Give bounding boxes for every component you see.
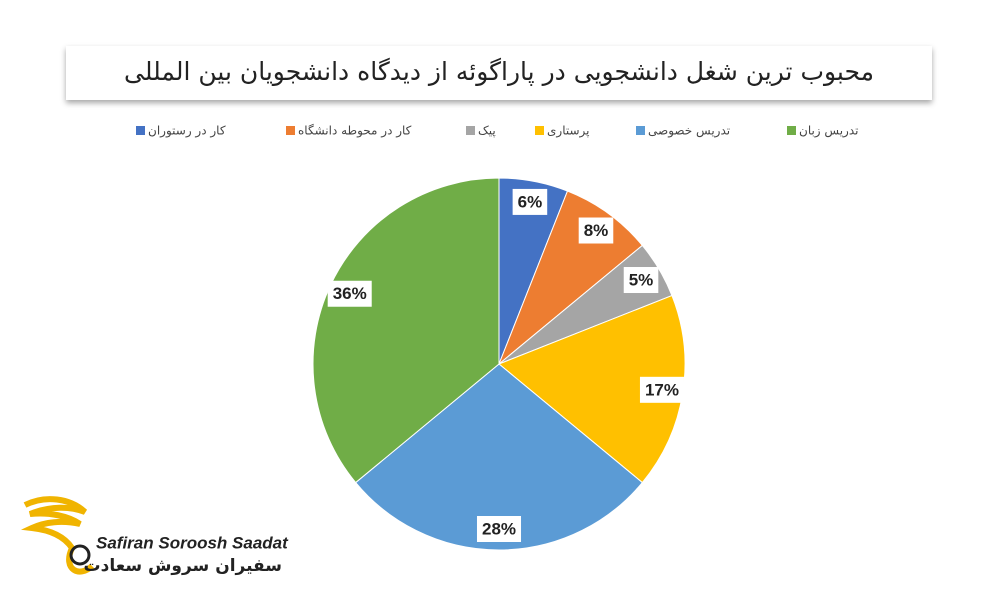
logo-persian: سفیران سروش سعادت (84, 556, 282, 576)
logo-wing (20, 496, 95, 575)
data-label: 8% (584, 221, 609, 240)
legend-label: کار در محوطه دانشگاه (298, 124, 412, 139)
logo-latin: Safiran Soroosh Saadat (96, 533, 289, 552)
data-label-box (623, 267, 659, 294)
pie-slice (354, 363, 644, 551)
title-box (66, 46, 932, 100)
logo-mark (69, 544, 91, 566)
legend-swatch (466, 126, 475, 135)
legend-swatch (535, 126, 544, 135)
legend-swatch (636, 126, 645, 135)
legend-label: کار در رستوران (148, 124, 226, 139)
legend-swatch (787, 126, 796, 135)
data-label: 6% (518, 192, 543, 211)
data-label: 28% (482, 519, 516, 538)
legend-label: تدریس زبان (799, 124, 859, 139)
pie (312, 177, 686, 551)
legend-swatch (136, 126, 145, 135)
data-label-box (639, 376, 684, 403)
legend-swatch (286, 126, 295, 135)
data-label-box (578, 217, 614, 244)
data-label: 5% (629, 270, 654, 289)
data-label: 36% (333, 284, 367, 303)
legend-label: تدریس خصوصی (648, 124, 730, 139)
data-label-box (327, 280, 372, 307)
chart-title: محبوب ترین شغل دانشجویی در پاراگوئه از د… (124, 57, 874, 86)
data-label-box (476, 516, 522, 542)
legend-label: پرستاری (547, 124, 589, 139)
legend-label: پیک (478, 124, 496, 138)
logo: Safiran Soroosh Saadat سفیران سروش سعادت (20, 496, 289, 576)
data-label-box (512, 188, 548, 215)
data-label: 17% (645, 380, 679, 399)
